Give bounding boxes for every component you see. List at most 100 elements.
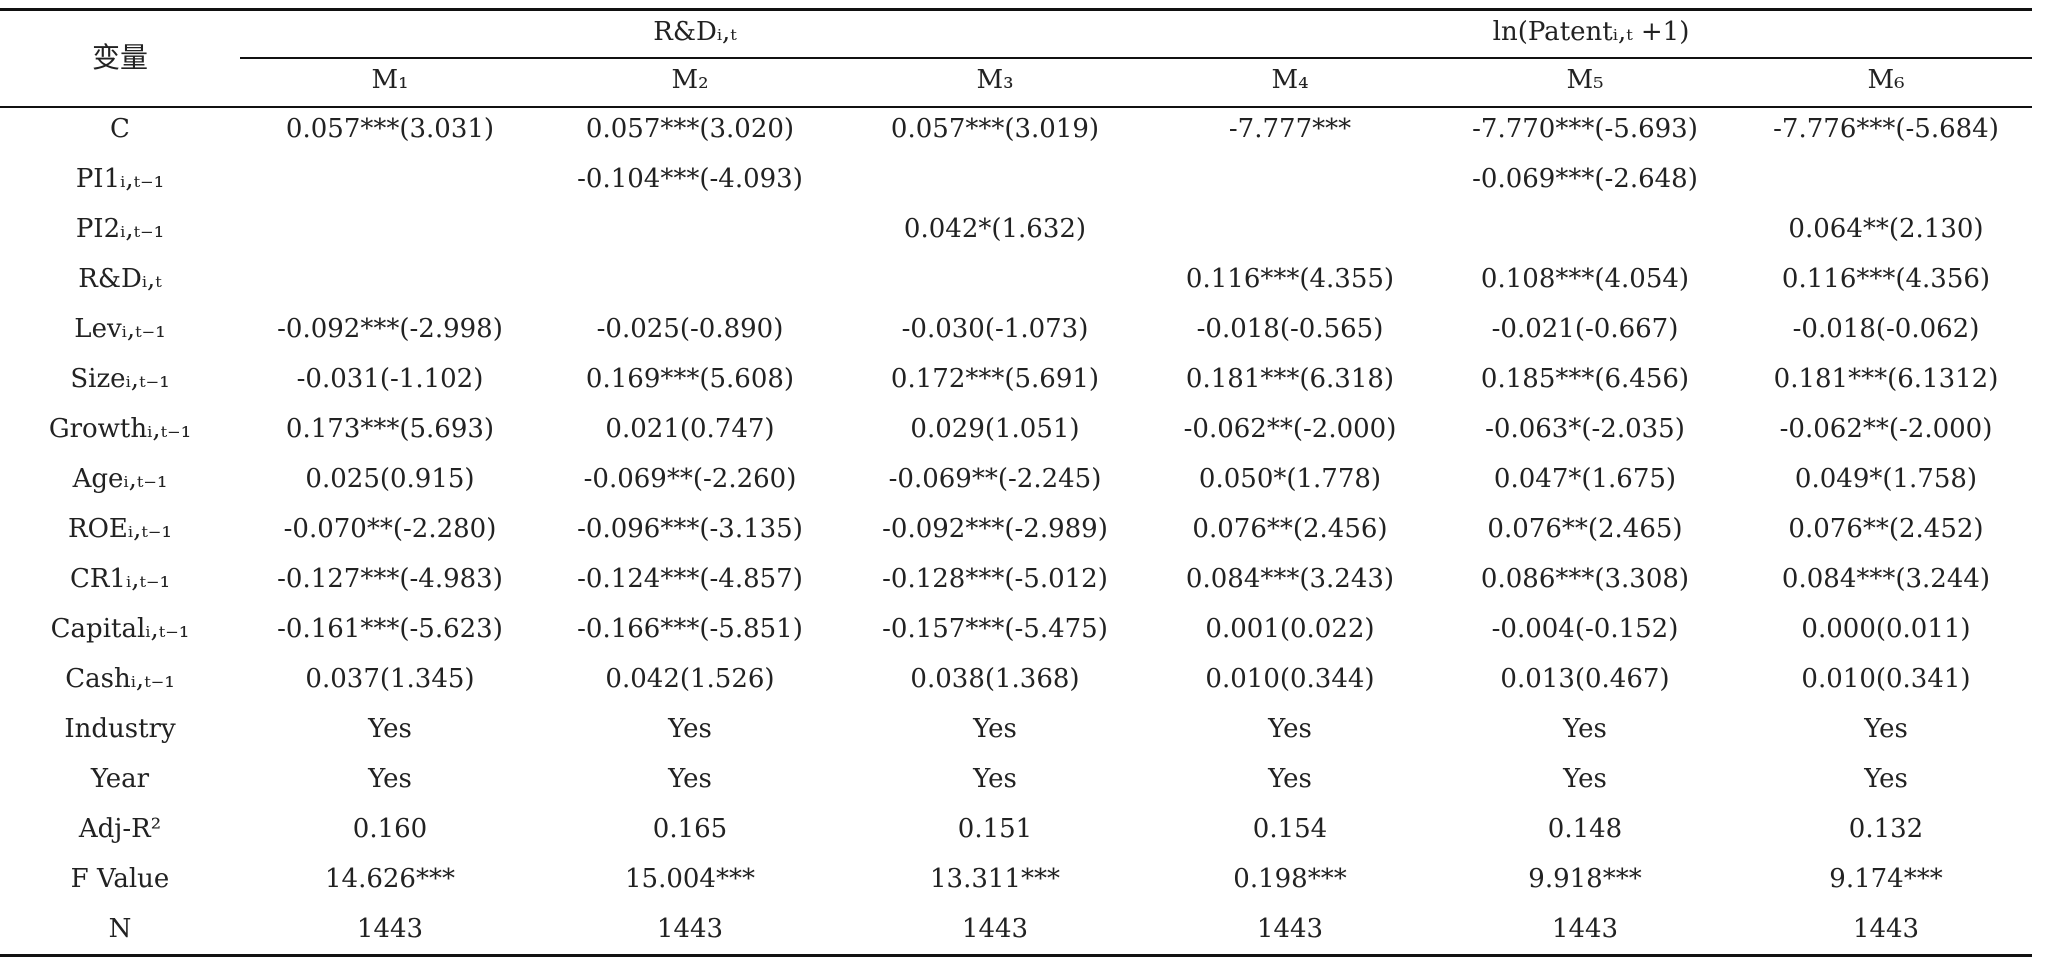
table-cell: -7.770***(-5.693)	[1472, 114, 1698, 144]
model-header: M₃	[976, 65, 1014, 95]
table-cell: -0.062**(-2.000)	[1779, 414, 1993, 444]
table-cell: 0.049*(1.758)	[1794, 464, 1978, 494]
table-cell: -0.096***(-3.135)	[577, 514, 803, 544]
table-row: N 1443 1443 1443 1443 1443 1443	[0, 904, 2032, 954]
table-cell: 1443	[1852, 914, 1920, 944]
rd-group-header: R&Dᵢ,ₜ	[653, 17, 737, 47]
rd-group-underline	[240, 57, 1184, 59]
table-cell: 15.004***	[625, 864, 755, 894]
table-cell: Yes	[668, 764, 712, 794]
header-row-groups: 变量 R&Dᵢ,ₜ ln(Patentᵢ,ₜ +1)	[0, 8, 2032, 74]
table-row: ROEᵢ,ₜ₋₁ -0.070**(-2.280) -0.096***(-3.135…	[0, 504, 2032, 554]
table-cell	[240, 254, 540, 304]
table-cell: 0.084***(3.243)	[1185, 564, 1395, 594]
table-cell	[540, 204, 840, 254]
row-label: F Value	[70, 864, 170, 894]
table-cell: -0.062**(-2.000)	[1183, 414, 1397, 444]
row-label: Growthᵢ,ₜ₋₁	[48, 414, 192, 444]
table-cell: 0.116***(4.355)	[1185, 264, 1395, 294]
table-cell: -0.128***(-5.012)	[882, 564, 1108, 594]
table-cell: Yes	[368, 764, 412, 794]
table-cell: 0.154	[1252, 814, 1328, 844]
table-cell	[1150, 154, 1430, 204]
regression-table: 变量 R&Dᵢ,ₜ ln(Patentᵢ,ₜ +1) M₁ M₂ M₃ M₄ M…	[0, 8, 2032, 954]
table-cell: 0.084***(3.244)	[1781, 564, 1991, 594]
top-rule	[0, 8, 2032, 11]
table-row: Sizeᵢ,ₜ₋₁ -0.031(-1.102) 0.169***(5.608) 0.…	[0, 354, 2032, 404]
table-row: C 0.057***(3.031) 0.057***(3.020) 0.057***(…	[0, 104, 2032, 154]
table-cell	[1150, 204, 1430, 254]
table-cell: 0.086***(3.308)	[1480, 564, 1690, 594]
table-cell: Yes	[1864, 764, 1908, 794]
table-cell: 0.173***(5.693)	[285, 414, 495, 444]
table-body: C 0.057***(3.031) 0.057***(3.020) 0.057***(…	[0, 104, 2032, 954]
row-label: C	[110, 114, 130, 144]
table-row: Growthᵢ,ₜ₋₁ 0.173***(5.693) 0.021(0.747) 0.…	[0, 404, 2032, 454]
table-cell: 0.165	[652, 814, 728, 844]
model-header: M₄	[1271, 65, 1309, 95]
table-cell: 0.151	[957, 814, 1033, 844]
table-row: Capitalᵢ,ₜ₋₁ -0.161***(-5.623) -0.166***(-…	[0, 604, 2032, 654]
table-cell: -0.166***(-5.851)	[577, 614, 803, 644]
table-cell	[540, 254, 840, 304]
table-cell	[1740, 154, 2032, 204]
table-row: Levᵢ,ₜ₋₁ -0.092***(-2.998) -0.025(-0.890) -…	[0, 304, 2032, 354]
table-row: R&Dᵢ,ₜ 0.116***(4.355) 0.108***(4.054) 0.11…	[0, 254, 2032, 304]
table-cell: 0.169***(5.608)	[585, 364, 795, 394]
table-cell: -0.127***(-4.983)	[277, 564, 503, 594]
table-cell: Yes	[1563, 714, 1607, 744]
table-cell: -0.161***(-5.623)	[277, 614, 503, 644]
table-cell: 0.181***(6.318)	[1185, 364, 1395, 394]
table-row: CR1ᵢ,ₜ₋₁ -0.127***(-4.983) -0.124***(-4.85…	[0, 554, 2032, 604]
table-cell: 0.021(0.747)	[605, 414, 775, 444]
table-cell: 0.047*(1.675)	[1493, 464, 1677, 494]
table-cell: -0.063*(-2.035)	[1485, 414, 1685, 444]
table-cell: 0.185***(6.456)	[1480, 364, 1690, 394]
row-label: PI2ᵢ,ₜ₋₁	[75, 214, 165, 244]
table-cell: -0.092***(-2.989)	[882, 514, 1108, 544]
model-header: M₅	[1566, 65, 1604, 95]
table-cell: 1443	[1256, 914, 1324, 944]
table-row: Industry Yes Yes Yes Yes Yes Yes	[0, 704, 2032, 754]
table-cell: -0.069**(-2.245)	[888, 464, 1102, 494]
table-cell: 0.198***	[1233, 864, 1347, 894]
table-cell: 0.042*(1.632)	[903, 214, 1087, 244]
row-label: R&Dᵢ,ₜ	[78, 264, 162, 294]
model-header: M₁	[371, 65, 409, 95]
table-cell: -0.030(-1.073)	[901, 314, 1089, 344]
table-cell: 0.010(0.344)	[1205, 664, 1375, 694]
table-cell: -0.092***(-2.998)	[277, 314, 503, 344]
patent-group-underline	[1184, 57, 2032, 59]
table-cell: 0.038(1.368)	[910, 664, 1080, 694]
table-cell: 1443	[961, 914, 1029, 944]
table-cell	[240, 154, 540, 204]
table-row: Year Yes Yes Yes Yes Yes Yes	[0, 754, 2032, 804]
table-cell: -0.018(-0.565)	[1196, 314, 1384, 344]
table-cell: 0.010(0.341)	[1801, 664, 1971, 694]
table-cell: 1443	[356, 914, 424, 944]
model-header: M₆	[1867, 65, 1905, 95]
table-cell: -0.004(-0.152)	[1491, 614, 1679, 644]
row-label: ROEᵢ,ₜ₋₁	[68, 514, 172, 544]
table-cell: 1443	[656, 914, 724, 944]
table-cell: 0.013(0.467)	[1500, 664, 1670, 694]
table-cell: 0.001(0.022)	[1205, 614, 1375, 644]
table-cell: -0.025(-0.890)	[596, 314, 784, 344]
table-cell: 0.029(1.051)	[910, 414, 1080, 444]
table-cell: 13.311***	[930, 864, 1060, 894]
table-cell: 0.181***(6.1312)	[1773, 364, 1999, 394]
table-cell: 0.172***(5.691)	[890, 364, 1100, 394]
row-label: CR1ᵢ,ₜ₋₁	[69, 564, 171, 594]
table-cell: 1443	[1551, 914, 1619, 944]
table-cell: -0.069**(-2.260)	[583, 464, 797, 494]
row-label: Levᵢ,ₜ₋₁	[74, 314, 166, 344]
table-row: PI1ᵢ,ₜ₋₁ -0.104***(-4.093) -0.069***(-2.64…	[0, 154, 2032, 204]
table-cell: -0.031(-1.102)	[296, 364, 484, 394]
table-cell: 0.076**(2.465)	[1487, 514, 1683, 544]
table-cell: Yes	[1268, 764, 1312, 794]
table-cell: -0.018(-0.062)	[1792, 314, 1980, 344]
table-cell: Yes	[1563, 764, 1607, 794]
table-cell: -0.021(-0.667)	[1491, 314, 1679, 344]
table-cell: 0.160	[352, 814, 428, 844]
table-cell: 9.174***	[1829, 864, 1943, 894]
